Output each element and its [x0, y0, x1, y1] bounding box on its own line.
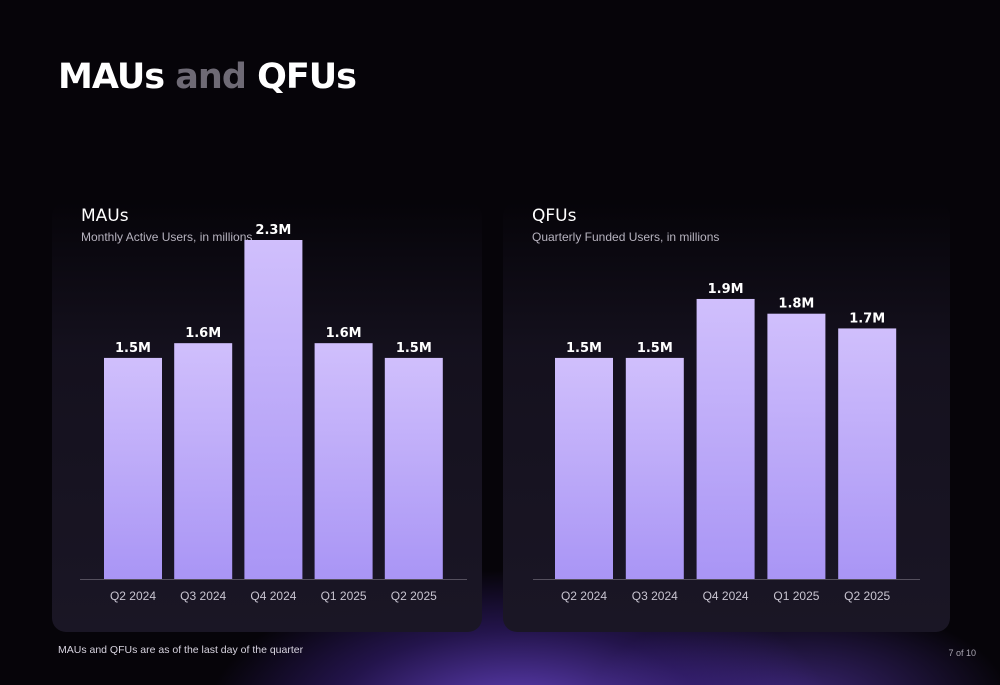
qfu-data-label: 1.9M — [708, 282, 744, 297]
mau-tick-label: Q2 2025 — [391, 589, 437, 603]
qfu-data-label: 1.8M — [778, 297, 814, 312]
qfu-tick-label: Q2 2025 — [844, 589, 890, 603]
qfu-tick-label: Q4 2024 — [703, 589, 749, 603]
mau-bar — [104, 357, 162, 579]
qfu-tick-label: Q1 2025 — [773, 589, 819, 603]
mau-chart-panel: MAUs Monthly Active Users, in millions 1… — [52, 202, 482, 632]
mau-bar — [384, 357, 443, 579]
mau-bar-chart: 1.5M Q2 2024 1.6M Q3 2024 2.3M Q4 2024 1.6M Q1 … — [80, 223, 467, 603]
title-mau: MAUs — [58, 57, 165, 97]
mau-bar — [174, 343, 233, 579]
qfu-chart-subtitle: Quarterly Funded Users, in millions — [532, 230, 720, 244]
qfu-data-label: 1.5M — [637, 341, 673, 356]
qfu-bar — [696, 298, 755, 579]
qfu-tick-label: Q3 2024 — [632, 589, 678, 603]
page-number: 7 of 10 — [948, 648, 976, 658]
mau-bar — [244, 240, 303, 579]
qfu-bar — [555, 357, 613, 579]
qfu-data-label: 1.7M — [849, 311, 885, 326]
mau-tick-label: Q3 2024 — [180, 589, 226, 603]
qfu-bar — [767, 313, 826, 579]
title-qfu: QFUs — [257, 57, 357, 97]
mau-data-label: 1.6M — [326, 326, 362, 341]
qfu-tick-label: Q2 2024 — [561, 589, 607, 603]
mau-data-label: 1.5M — [396, 341, 432, 356]
qfu-bar — [625, 357, 684, 579]
mau-chart-title: MAUs — [81, 206, 129, 226]
footnote: MAUs and QFUs are as of the last day of … — [58, 644, 304, 656]
mau-chart-subtitle: Monthly Active Users, in millions — [81, 230, 253, 244]
qfu-chart-title: QFUs — [532, 206, 577, 226]
mau-tick-label: Q4 2024 — [250, 589, 296, 603]
qfu-bar — [838, 328, 897, 579]
mau-tick-label: Q2 2024 — [110, 589, 156, 603]
mau-bar — [314, 343, 373, 579]
mau-data-label: 2.3M — [255, 223, 291, 238]
title-joiner: and — [164, 57, 258, 97]
mau-tick-label: Q1 2025 — [321, 589, 367, 603]
page-title: MAUs and QFUs — [58, 57, 357, 97]
qfu-bar-chart: 1.5M Q2 2024 1.5M Q3 2024 1.9M Q4 2024 1.8M Q1 … — [533, 282, 920, 603]
mau-data-label: 1.6M — [185, 326, 221, 341]
qfu-chart-panel: QFUs Quarterly Funded Users, in millions… — [503, 202, 950, 632]
mau-data-label: 1.5M — [115, 341, 151, 356]
qfu-data-label: 1.5M — [566, 341, 602, 356]
